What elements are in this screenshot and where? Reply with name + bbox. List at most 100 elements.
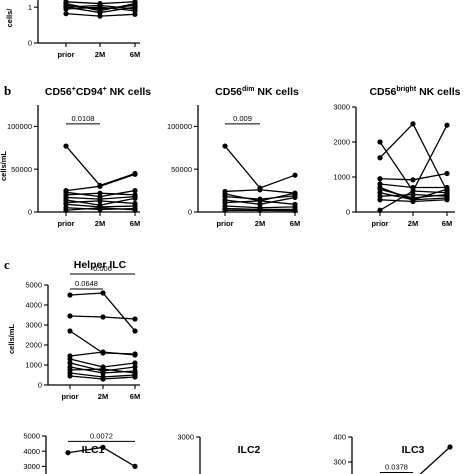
- y-tick-label: 100000: [167, 122, 192, 131]
- chart-title-d2: ILC2: [238, 444, 261, 456]
- x-tick-label: prior: [371, 219, 388, 228]
- data-point: [132, 0, 138, 7]
- chart-d2: 3000: [177, 433, 201, 474]
- data-point: [377, 197, 383, 203]
- data-point: [100, 366, 106, 372]
- data-point: [67, 292, 73, 298]
- chart-title-d1: ILC1: [82, 444, 105, 456]
- panel-letter-b: b: [4, 83, 11, 98]
- y-tick-label: 50000: [171, 165, 192, 174]
- chart-title-b2: CD56dim NK cells: [215, 86, 299, 98]
- y-tick-label: 100000: [7, 122, 32, 131]
- data-point: [97, 205, 103, 211]
- data-point: [410, 121, 416, 127]
- y-tick-label: 4000: [25, 301, 42, 310]
- y-tick-label: 0: [28, 39, 32, 48]
- x-tick-label: prior: [57, 219, 74, 228]
- x-tick-label: 6M: [130, 50, 140, 59]
- x-tick-label: 2M: [95, 50, 105, 59]
- data-point: [67, 356, 73, 362]
- data-point: [257, 207, 263, 213]
- panel-letter-c: c: [4, 257, 10, 272]
- data-point: [410, 198, 416, 205]
- chart-b3: 0 1000 2000 3000 prior 2M 6M: [333, 103, 455, 228]
- data-point: [132, 316, 138, 322]
- y-axis-label: cells/: [5, 8, 14, 28]
- data-point: [444, 122, 450, 128]
- series-line: [65, 145, 136, 187]
- p-value-label: 0.0072: [90, 431, 113, 440]
- y-tick-label: 3000: [177, 433, 194, 442]
- p-value-label: 0.006: [93, 264, 112, 273]
- chart-d3: 300 400 0.0378: [333, 433, 453, 474]
- data-point: [292, 172, 298, 178]
- data-point: [67, 360, 73, 366]
- p-value-label: 0.0108: [72, 114, 95, 123]
- data-point: [222, 207, 228, 213]
- x-tick-label: 6M: [130, 219, 140, 228]
- data-point: [100, 370, 106, 376]
- data-point: [97, 8, 103, 14]
- data-point: [63, 4, 69, 10]
- y-tick-label: 0: [28, 208, 32, 217]
- y-axis-label: cells/mL: [0, 151, 8, 181]
- data-point: [377, 139, 383, 145]
- data-point: [444, 170, 450, 177]
- data-point: [377, 155, 383, 161]
- x-tick-label: 2M: [98, 392, 108, 401]
- data-point: [222, 143, 228, 149]
- data-point: [67, 373, 73, 379]
- data-point: [132, 374, 138, 380]
- x-tick-label: 2M: [255, 219, 265, 228]
- y-tick-label: 2000: [25, 341, 42, 350]
- y-tick-label: 300: [333, 458, 346, 467]
- data-point: [100, 376, 106, 382]
- data-point: [97, 13, 103, 19]
- data-point: [132, 364, 138, 370]
- data-point: [132, 360, 138, 366]
- y-tick-label: 400: [333, 433, 346, 442]
- chart-c1: 0 1000 2000 3000 4000 5000 prior 2M 6M cells/mL 0.…: [7, 264, 140, 401]
- data-point: [410, 188, 416, 194]
- data-point: [100, 349, 106, 355]
- y-axis-label: cells/mL: [7, 324, 16, 354]
- data-point: [97, 190, 103, 196]
- data-point: [63, 207, 69, 213]
- chart-d1: 3000 4000 5000 0.0072: [23, 431, 138, 474]
- x-tick-label: 2M: [408, 219, 418, 228]
- data-point: [257, 198, 263, 204]
- chart-b2: 0 50000 100000 prior 2M 6M 0.009: [167, 105, 300, 228]
- data-point: [97, 2, 103, 8]
- y-tick-label: 3000: [333, 103, 350, 112]
- data-point: [67, 313, 73, 319]
- p-value-label: 0.0378: [385, 463, 408, 472]
- data-point: [132, 195, 138, 201]
- chart-b1: 0 50000 100000 prior 2M 6M cells/mL 0.0108: [0, 105, 140, 228]
- data-point: [63, 0, 69, 7]
- y-tick-label: 3000: [25, 321, 42, 330]
- x-tick-label: prior: [216, 219, 233, 228]
- data-point: [132, 328, 138, 334]
- data-point: [63, 143, 69, 149]
- data-point: [377, 207, 383, 213]
- data-point: [377, 176, 383, 182]
- y-tick-label: 2000: [333, 138, 350, 147]
- data-point: [132, 6, 138, 12]
- data-point: [132, 171, 138, 177]
- data-point: [97, 198, 103, 204]
- chart-title-b3: CD56bright NK cells: [369, 86, 460, 98]
- data-point: [100, 444, 106, 450]
- data-point: [447, 444, 453, 450]
- data-point: [63, 11, 69, 17]
- chart-title-c1: Helper ILC: [74, 259, 127, 271]
- y-tick-label: 1000: [25, 361, 42, 370]
- p-value-label: 0.009: [233, 114, 252, 123]
- x-tick-label: 6M: [130, 392, 140, 401]
- series-line: [224, 145, 296, 189]
- data-point: [410, 177, 416, 183]
- data-point: [292, 208, 298, 214]
- x-tick-label: 2M: [95, 219, 105, 228]
- p-value-label: 0.0648: [75, 279, 98, 288]
- series-line: [419, 446, 451, 474]
